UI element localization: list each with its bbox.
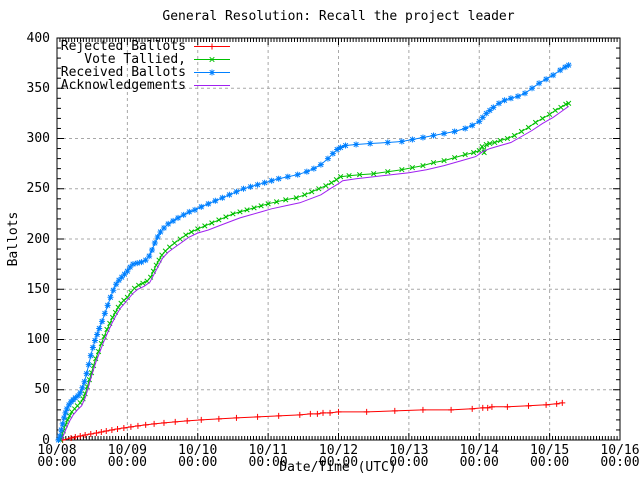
y-tick-label: 150 [26,281,50,297]
y-tick-label: 100 [26,332,50,347]
legend-item-vote-tallied: Vote Tallied, [60,53,231,66]
x-tick-label: 10/10 00:00 [178,443,218,470]
y-tick-label: 200 [26,231,50,247]
axis-ticks [56,37,621,441]
x-tick-label: 10/15 00:00 [530,443,570,470]
y-tick-label: 0 [42,432,50,448]
chart-title: General Resolution: Recall the project l… [162,9,515,24]
x-tick-label: 10/16 00:00 [600,443,640,470]
y-tick-label: 300 [26,131,50,146]
y-tick-label: 350 [26,80,50,96]
legend-label: Rejected Ballots [60,39,186,54]
legend-label: Received Ballots [60,65,186,80]
legend-item-rejected-ballots: Rejected Ballots [60,40,231,53]
y-tick-label: 50 [34,382,50,398]
legend-sample-line [194,43,230,50]
legend-sample-line [194,56,230,63]
legend-item-received-ballots: Received Ballots [60,66,231,79]
x-axis-label: Date/Time (UTC) [279,460,397,475]
series-received-ballots [55,62,572,443]
legend: Rejected Ballots Vote Tallied, Received Ba… [60,40,231,92]
y-tick-label: 250 [26,181,50,197]
gridlines [57,38,620,440]
y-tick-label: 400 [26,30,50,46]
legend-label: Vote Tallied, [84,52,186,67]
legend-sample-line [194,69,230,76]
legend-item-acknowledgements: Acknowledgements [60,79,231,92]
series-rejected-ballots [59,399,566,443]
legend-label: Acknowledgements [60,78,186,93]
x-tick-label: 10/08 00:00 [37,443,77,470]
x-tick-label: 10/12 00:00 [318,443,359,470]
legend-sample-line [194,85,230,86]
plot-border [56,37,621,441]
x-tick-label: 10/13 00:00 [389,443,429,470]
series-acknowledgements [61,105,569,441]
x-tick-label: 10/11 00:00 [248,443,288,470]
x-tick-label: 10/14 00:00 [459,443,499,470]
x-tick-label: 10/09 00:00 [107,443,147,470]
series-vote-tallied [57,100,572,443]
